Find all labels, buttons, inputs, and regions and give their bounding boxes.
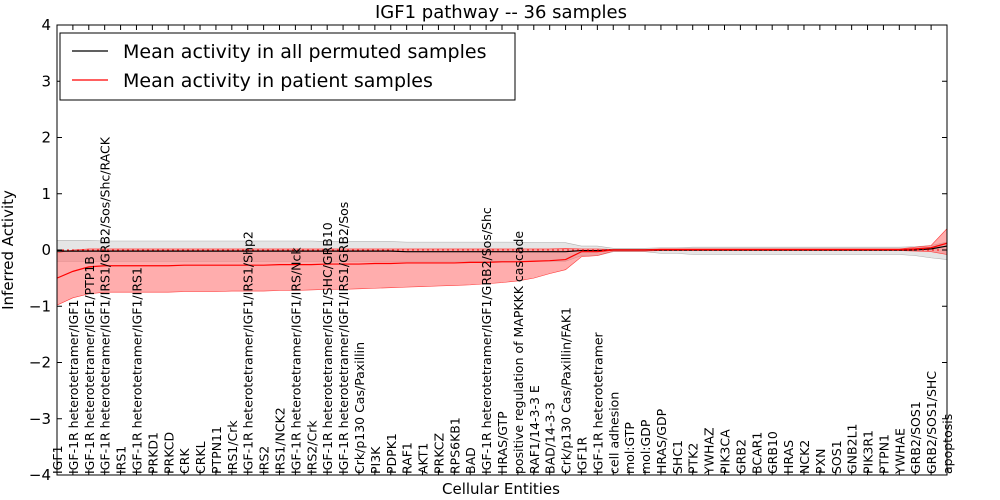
x-tick-label: GRB10 [765,431,780,474]
x-tick-label: PIK3R1 [861,430,876,474]
legend-label-patient: Mean activity in patient samples [123,70,433,92]
x-tick-label: IGF1R [574,436,589,474]
x-tick-label: PRKCZ [431,433,446,474]
y-tick-label: 1 [41,185,51,203]
x-tick-label: RAF1 [400,442,415,474]
x-tick-label: IRS2/Crk [304,420,319,474]
x-tick-label: IGF-1R heterotetramer/IGF1/IRS1 [129,267,144,474]
x-tick-label: IGF-1R heterotetramer [590,331,605,474]
x-tick-label: HRAS/GDP [654,408,669,474]
x-tick-label: PTPN1 [876,434,891,474]
y-tick-label: −2 [29,354,51,372]
x-tick-label: Crk/p130 Cas/Paxillin/FAK1 [559,307,574,474]
x-tick-label: NCK2 [797,440,812,474]
x-tick-label: IGF-1R heterotetramer/IGF1/IRS1/GRB2/Sos… [98,136,113,474]
x-tick-label: positive regulation of MAPKKK cascade [511,231,526,474]
x-tick-label: GRB2/SOS1/SHC [924,371,939,474]
x-tick-label: IRS1/NCK2 [273,407,288,474]
x-tick-label: IGF-1R heterotetramer/IGF1/PTP1B [82,256,97,474]
y-tick-label: −1 [29,297,51,315]
x-tick-label: IGF-1R heterotetramer/IGF1 [66,300,81,474]
y-tick-label: 2 [41,129,51,147]
x-tick-label: mol:GTP [622,422,637,474]
x-tick-label: HRAS [781,440,796,474]
x-tick-label: IGF1 [50,445,65,474]
x-tick-label: PTPN11 [209,426,224,474]
x-tick-label: AKT1 [416,443,431,474]
x-tick-label: IRS1 [114,446,129,474]
x-tick-label: apoptosis [940,414,955,474]
y-axis-label: Inferred Activity [0,190,17,310]
x-tick-label: HRAS/GTP [495,411,510,474]
x-tick-label: mol:GDP [638,419,653,474]
x-tick-label: BAD/14-3-3 [543,402,558,474]
x-tick-label: CRKL [193,441,208,474]
y-tick-label: 3 [41,72,51,90]
x-tick-label: GRB2 [733,439,748,474]
x-tick-label: RPS6KB1 [447,417,462,474]
legend: Mean activity in all permuted samples Me… [59,32,516,101]
x-tick-label: IGF-1R heterotetramer/IGF1/IRS1/GRB2/Sos [336,202,351,474]
y-tick-label: −4 [29,466,51,484]
x-tick-label: Crk/p130 Cas/Paxillin [352,342,367,474]
legend-label-permuted: Mean activity in all permuted samples [123,41,486,63]
x-tick-label: PDPK1 [384,433,399,474]
x-tick-label: CRK [177,448,192,474]
x-tick-label: PXN [813,449,828,474]
x-tick-label: BAD [463,447,478,474]
x-tick-label: IRS1/Crk [225,420,240,474]
x-tick-label: IGF-1R heterotetramer/IGF1/IRS/Nck [288,247,303,474]
x-tick-label: PTK2 [686,443,701,474]
x-tick-label: PI3K [368,446,383,474]
y-tick-label: 4 [41,16,51,34]
x-tick-label: GNB2L1 [845,424,860,474]
x-tick-label: YWHAE [892,428,907,475]
x-tick-label: SHC1 [670,440,685,474]
x-tick-label: PIK3CA [718,429,733,474]
x-tick-label: RAF1/14-3-3 E [527,385,542,474]
x-tick-label: SOS1 [829,440,844,474]
y-tick-label: 0 [41,241,51,259]
x-tick-label: IRS2 [257,446,272,474]
x-tick-label: YWHAZ [702,427,717,475]
series-line-patient [56,242,948,279]
x-tick-label: IGF-1R heterotetramer/IGF1/SHC/GRB10 [320,222,335,474]
y-tick-label: −3 [29,410,51,428]
chart-title: IGF1 pathway -- 36 samples [375,2,627,23]
x-tick-label: IGF-1R heterotetramer/IGF1/IRS1/Shp2 [241,231,256,474]
x-tick-label: IGF-1R heterotetramer/IGF1/GRB2/Sos/Shc [479,207,494,474]
x-tick-label: GRB2/SOS1 [908,401,923,474]
x-tick-label: PRKCD [161,432,176,474]
axes [56,24,948,476]
x-tick-label: PRKD1 [145,432,160,474]
x-axis-label: Cellular Entities [442,480,560,498]
x-tick-label: BCAR1 [749,432,764,474]
x-tick-label: cell adhesion [606,392,621,474]
legend-box [59,32,516,101]
